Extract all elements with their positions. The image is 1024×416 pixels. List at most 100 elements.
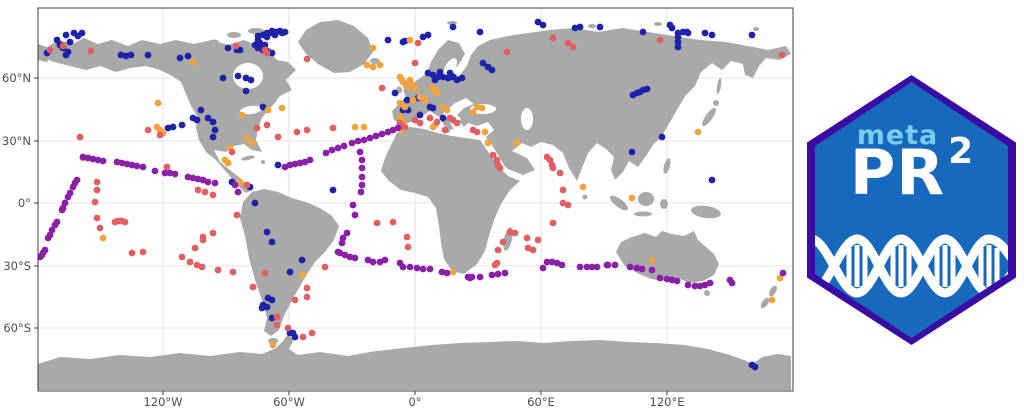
sample-point	[708, 176, 716, 184]
sample-point	[369, 63, 377, 71]
sample-point	[394, 124, 402, 132]
sample-point	[499, 238, 507, 246]
sample-point	[93, 178, 101, 186]
sample-point	[360, 136, 368, 144]
sample-point	[534, 236, 542, 244]
sample-point	[564, 39, 572, 47]
sample-point	[378, 84, 386, 92]
sample-point	[433, 89, 441, 97]
sample-point	[596, 23, 604, 31]
sample-point	[431, 76, 439, 84]
sample-point	[351, 123, 359, 131]
landmass-africa	[381, 127, 520, 274]
sample-point	[484, 139, 492, 147]
sample-point	[501, 269, 509, 277]
sample-point	[299, 333, 307, 341]
sample-point	[274, 161, 282, 169]
sample-point	[186, 258, 194, 266]
axes-layer: 60°N 30°N 0° 30°S 60°S 120°W 60°W 0° 60°E 120°E	[2, 71, 684, 409]
sample-point	[391, 89, 399, 97]
landmass-sumatra	[609, 195, 629, 211]
sample-point	[51, 221, 59, 229]
sample-point	[91, 198, 99, 206]
landmass-iceland	[370, 58, 380, 64]
sample-point	[69, 183, 77, 191]
sample-point	[628, 148, 636, 156]
sample-point	[628, 194, 636, 202]
sample-point	[708, 31, 716, 39]
sample-point	[139, 163, 147, 171]
sample-point	[381, 256, 389, 264]
sample-point	[261, 269, 269, 277]
sample-point	[559, 186, 567, 194]
sample-point	[144, 51, 152, 59]
sample-point	[411, 59, 419, 67]
sample-point	[648, 266, 656, 274]
sample-point	[303, 126, 311, 134]
sample-point	[46, 46, 54, 54]
landmass-java	[634, 211, 652, 217]
sample-point	[299, 271, 307, 279]
sample-point	[238, 111, 246, 119]
sample-point	[163, 163, 171, 171]
sample-point	[411, 84, 419, 92]
sample-point	[478, 104, 486, 112]
sample-point	[449, 268, 457, 276]
sample-point	[399, 38, 407, 46]
sample-point	[58, 206, 66, 214]
sample-point	[254, 44, 262, 52]
sample-point	[211, 179, 219, 187]
sample-point	[529, 246, 537, 254]
sample-point	[373, 219, 381, 227]
sample-point	[291, 333, 299, 341]
sample-point	[303, 284, 311, 292]
sample-point	[449, 23, 457, 31]
sample-point	[151, 167, 159, 175]
hexagon-fill: meta PR 2	[815, 82, 1008, 338]
sample-point	[593, 263, 601, 271]
sample-point	[396, 73, 404, 81]
sample-point	[258, 304, 266, 312]
sample-point	[751, 363, 759, 371]
sample-point	[493, 259, 501, 267]
landmass-antarctica	[38, 335, 791, 390]
lon-tick-label: 60°E	[527, 395, 555, 409]
sample-point	[269, 341, 277, 349]
sample-point	[576, 23, 584, 31]
sample-point	[569, 43, 577, 51]
sample-point	[779, 269, 787, 277]
sample-point	[243, 134, 251, 142]
sample-point	[247, 76, 255, 84]
sample-point	[358, 181, 366, 189]
sample-point	[197, 106, 205, 114]
sample-point	[303, 293, 311, 301]
sample-point	[604, 261, 612, 269]
sample-point	[99, 157, 107, 165]
lon-tick-label: 60°W	[273, 395, 305, 409]
landmass-arctic-island	[654, 22, 662, 26]
sample-point	[488, 271, 496, 279]
sample-point	[161, 169, 169, 177]
sample-point	[488, 66, 496, 74]
sample-point	[306, 156, 314, 164]
sample-point	[399, 263, 407, 271]
sample-point	[503, 48, 511, 56]
sample-point	[38, 253, 44, 261]
sample-point	[372, 132, 380, 140]
sample-point	[453, 119, 461, 127]
sample-point	[243, 181, 251, 189]
sample-point	[768, 296, 776, 304]
sample-point	[268, 238, 276, 246]
sample-points-layer	[38, 18, 787, 371]
sample-point	[261, 41, 269, 49]
sample-point	[263, 49, 271, 57]
sample-point	[413, 264, 421, 272]
sample-point	[328, 146, 336, 154]
landmass-tasmania	[704, 290, 710, 296]
landmass-greenland	[298, 20, 373, 73]
landmass-north-america	[40, 38, 296, 193]
landmass-novaya-zemlya	[517, 32, 531, 48]
sample-point	[776, 274, 784, 282]
sample-point	[778, 51, 786, 59]
